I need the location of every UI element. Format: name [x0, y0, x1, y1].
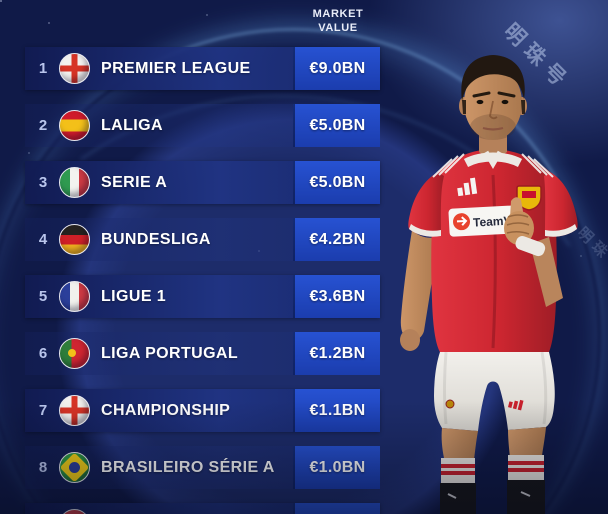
rank-label: 8	[34, 459, 52, 476]
market-value: €9.0BN	[309, 60, 365, 78]
player-shorts	[434, 351, 555, 431]
white-wristband	[515, 236, 546, 257]
player-legs	[440, 427, 546, 514]
adidas-shoulder-stripes-icon	[432, 153, 554, 178]
league-flag-icon	[59, 281, 90, 312]
league-flag-icon	[59, 395, 90, 426]
market-value-cell: €9.0BN	[293, 47, 380, 90]
league-name: SERIE A	[101, 174, 167, 192]
table-row: 5 LIGUE 1 €3.6BN	[25, 275, 380, 318]
table-row: 4 BUNDESLIGA €4.2BN	[25, 218, 380, 261]
league-name: LIGUE 1	[101, 288, 166, 306]
table-row: 8 BRASILEIRO SÉRIE A €1.0BN	[25, 446, 380, 489]
market-value-cell	[293, 503, 380, 514]
league-name: PREMIER LEAGUE	[101, 60, 251, 78]
league-flag-icon	[59, 167, 90, 198]
rank-label: 5	[34, 288, 52, 305]
market-value-cell: €5.0BN	[293, 104, 380, 147]
table-row: 3 SERIE A €5.0BN	[25, 161, 380, 204]
ranking-table-rows: 1 PREMIER LEAGUE €9.0BN 2 LALIGA €5.0BN …	[25, 47, 380, 514]
market-value: €1.0BN	[309, 459, 365, 477]
player-thumbs-up-hand	[504, 197, 563, 307]
player-left-sock	[440, 483, 476, 514]
teamviewer-sponsor-patch: TeamVi	[448, 205, 523, 237]
market-value: €1.1BN	[309, 402, 365, 420]
manchester-united-crest-icon	[516, 185, 542, 211]
rank-label: 1	[34, 60, 52, 77]
player-sleeves	[408, 172, 578, 237]
player-ronaldo-illustration: TeamVi	[400, 55, 578, 514]
rank-label: 3	[34, 174, 52, 191]
table-row	[25, 503, 380, 514]
league-flag-icon	[59, 224, 90, 255]
league-name: BRASILEIRO SÉRIE A	[101, 459, 275, 477]
league-name: BUNDESLIGA	[101, 231, 211, 249]
market-value-column-header: MARKET VALUE	[295, 7, 381, 36]
rank-label: 4	[34, 231, 52, 248]
market-value: €5.0BN	[309, 117, 365, 135]
adidas-logo-icon	[457, 177, 478, 197]
market-value: €5.0BN	[309, 174, 365, 192]
header-line-2: VALUE	[295, 21, 381, 35]
player-head	[459, 55, 527, 169]
market-value-cell: €1.2BN	[293, 332, 380, 375]
league-flag-icon	[59, 338, 90, 369]
shorts-crest-icon	[445, 399, 455, 409]
player-right-arm	[400, 230, 439, 351]
player-right-sock	[507, 480, 545, 514]
market-value: €3.6BN	[309, 288, 365, 306]
rank-label: 2	[34, 117, 52, 134]
rank-label: 7	[34, 402, 52, 419]
league-name: LIGA PORTUGAL	[101, 345, 238, 363]
rank-label: 6	[34, 345, 52, 362]
league-name: LALIGA	[101, 117, 163, 135]
league-flag-icon	[59, 452, 90, 483]
market-value: €4.2BN	[309, 231, 365, 249]
market-value-cell: €5.0BN	[293, 161, 380, 204]
market-value-cell: €3.6BN	[293, 275, 380, 318]
league-flag-icon	[59, 110, 90, 141]
market-value-cell: €4.2BN	[293, 218, 380, 261]
market-value: €1.2BN	[309, 345, 365, 363]
league-flag-icon	[59, 53, 90, 84]
table-row: 6 LIGA PORTUGAL €1.2BN	[25, 332, 380, 375]
header-line-1: MARKET	[295, 7, 381, 21]
star-speckles	[0, 0, 2, 2]
market-value-cell: €1.1BN	[293, 389, 380, 432]
market-value-cell: €1.0BN	[293, 446, 380, 489]
table-row: 2 LALIGA €5.0BN	[25, 104, 380, 147]
league-name: CHAMPIONSHIP	[101, 402, 230, 420]
shorts-adidas-mark-icon	[507, 399, 524, 411]
table-row: 7 CHAMPIONSHIP €1.1BN	[25, 389, 380, 432]
table-row: 1 PREMIER LEAGUE €9.0BN	[25, 47, 380, 90]
